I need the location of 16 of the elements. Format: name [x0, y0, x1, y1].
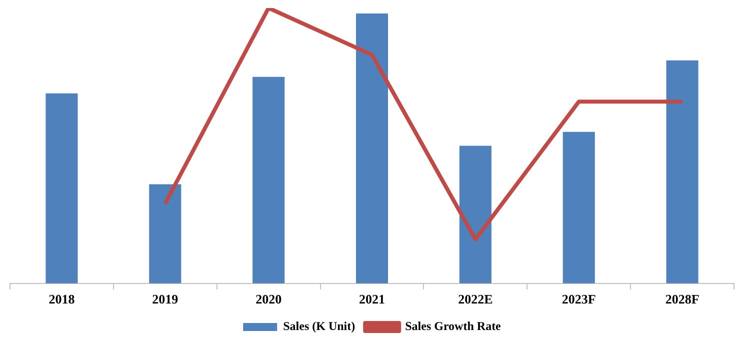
bar	[149, 184, 182, 284]
legend-label: Sales Growth Rate	[405, 319, 502, 334]
bar	[666, 60, 698, 284]
legend-label: Sales (K Unit)	[283, 319, 356, 334]
bar	[459, 146, 492, 284]
bar	[46, 93, 78, 284]
x-tick-label: 2022E	[458, 292, 493, 307]
x-tick-label: 2021	[359, 292, 385, 307]
x-tick-label: 2018	[48, 292, 76, 307]
bar	[252, 76, 285, 284]
x-tick-label: 2028F	[665, 292, 700, 307]
x-tick-label: 2023F	[562, 292, 596, 307]
x-tick-label: 2019	[152, 292, 179, 307]
bar	[562, 132, 595, 284]
x-tick-label: 2020	[256, 292, 282, 307]
bar	[356, 14, 388, 284]
